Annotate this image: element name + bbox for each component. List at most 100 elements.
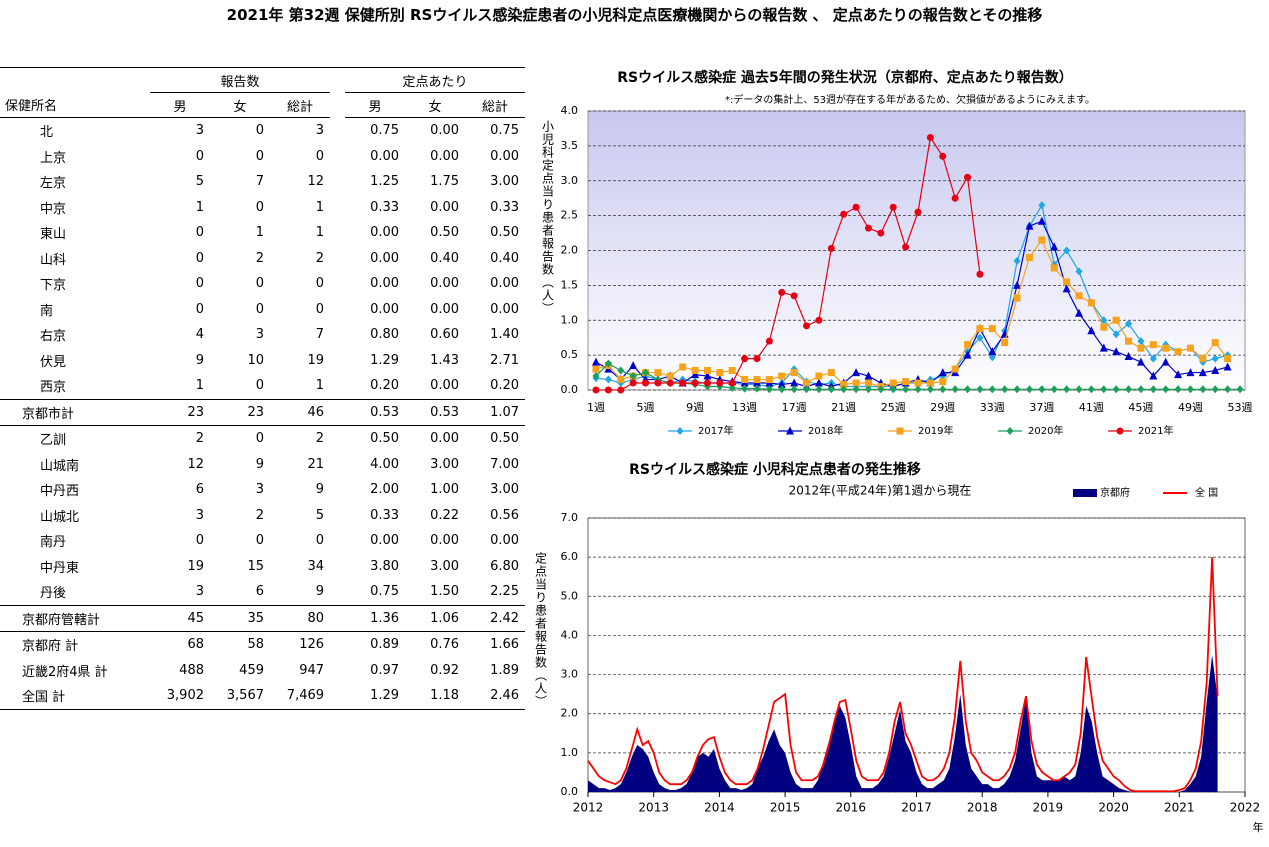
marker <box>1062 284 1071 293</box>
cell: 0.75 <box>490 123 520 139</box>
marker <box>803 379 811 387</box>
table-row: 中京 1 0 1 0.33 0.00 0.33 <box>0 195 525 221</box>
cell: 80 <box>270 604 331 632</box>
marker <box>914 385 922 394</box>
marker <box>803 385 811 394</box>
cell: 0.50 <box>490 431 520 447</box>
marker <box>1038 236 1046 244</box>
cell: 19 <box>187 558 204 574</box>
marker <box>864 379 872 387</box>
x-tick-label: 2013 <box>638 801 669 815</box>
cell: 0.00 <box>430 533 460 549</box>
cell: 0 <box>255 199 264 215</box>
row-name: 全国 計 <box>0 683 150 710</box>
cell: 68 <box>187 637 204 653</box>
marker <box>914 208 922 216</box>
table-row: 伏見 9 10 19 1.29 1.43 2.71 <box>0 348 525 374</box>
marker <box>753 384 761 393</box>
cell: 0.50 <box>490 225 520 241</box>
marker <box>1137 344 1145 352</box>
cell: 1.18 <box>405 683 466 710</box>
marker <box>691 370 700 379</box>
x-tick-label: 21週 <box>831 401 856 414</box>
cell: 0 <box>315 148 325 164</box>
marker <box>926 385 934 394</box>
marker <box>1075 292 1083 300</box>
cell: 9 <box>315 482 325 498</box>
legend-marker <box>676 427 684 435</box>
marker <box>1087 299 1095 307</box>
x-tick-label: 41週 <box>1079 401 1104 414</box>
cell: 0 <box>255 148 264 164</box>
cell: 5 <box>195 174 204 190</box>
marker <box>741 376 749 384</box>
report-table: 報告数 定点あたり 保健所名男女総計男女総計 北 3 0 3 0.75 0.00 0.75 上京… <box>0 67 526 710</box>
y-tick-label: 1.0 <box>561 313 579 326</box>
marker <box>963 350 972 359</box>
cell: 3,567 <box>210 683 270 710</box>
marker <box>753 355 761 363</box>
marker <box>1013 385 1021 394</box>
table-row: 山科 0 2 2 0.00 0.40 0.40 <box>0 246 525 272</box>
chart-title: RSウイルス感染症 過去5年間の発生状況（京都府、定点あたり報告数） <box>617 69 1072 86</box>
cell: 1.66 <box>490 637 520 653</box>
marker <box>741 355 749 363</box>
chart-title: RSウイルス感染症 小児科定点患者の発生推移 <box>629 461 921 478</box>
marker <box>976 333 984 342</box>
legend-marker <box>1116 427 1124 435</box>
marker <box>938 368 947 377</box>
row-name: 上京 <box>40 150 67 166</box>
x-tick-label: 5週 <box>637 401 655 414</box>
x-tick-label: 37週 <box>1029 401 1054 414</box>
marker <box>617 386 625 394</box>
y-axis-label: 小児科定点当り患者報告数（人） <box>541 120 555 315</box>
marker <box>926 134 934 142</box>
cell: 0 <box>195 250 204 266</box>
marker <box>728 379 736 387</box>
cell: 0.40 <box>490 250 520 266</box>
marker <box>1137 337 1145 346</box>
marker <box>1063 385 1071 394</box>
marker <box>1211 365 1220 374</box>
column-header: 男 <box>345 92 406 118</box>
marker <box>1174 385 1182 394</box>
marker <box>877 229 885 237</box>
legend-label: 2019年 <box>918 424 953 437</box>
cell: 0.00 <box>430 199 460 215</box>
marker <box>877 385 885 394</box>
cell: 0.00 <box>430 123 460 139</box>
cell: 2.42 <box>465 604 526 632</box>
cell: 1.75 <box>430 174 460 190</box>
marker <box>988 353 996 362</box>
marker <box>1224 385 1232 394</box>
marker <box>926 379 934 387</box>
legend-label: 2017年 <box>698 424 733 437</box>
table-row: 西京 1 0 1 0.20 0.00 0.20 <box>0 373 525 399</box>
marker <box>642 368 650 377</box>
marker <box>1013 280 1022 289</box>
spacer <box>330 604 346 632</box>
cell: 4 <box>195 327 204 343</box>
marker <box>852 368 861 377</box>
cell: 1 <box>315 225 325 241</box>
marker <box>1001 385 1009 394</box>
legend-label: 全 国 <box>1195 486 1218 499</box>
cell: 0.56 <box>490 507 520 523</box>
cell: 1 <box>315 378 325 394</box>
row-name: 南丹 <box>40 535 67 551</box>
x-tick-label: 2012 <box>573 801 604 815</box>
series-line <box>595 220 1228 388</box>
x-tick-label: 17週 <box>782 401 807 414</box>
marker <box>1087 326 1096 335</box>
marker <box>1211 354 1219 363</box>
cell: 6 <box>195 482 204 498</box>
cell: 7.00 <box>490 456 520 472</box>
row-name: 乙訓 <box>40 433 67 449</box>
marker <box>617 366 625 375</box>
cell: 2 <box>315 250 325 266</box>
cell: 1.89 <box>490 662 520 678</box>
cell: 0.97 <box>370 662 400 678</box>
marker <box>765 337 773 345</box>
cell: 0.00 <box>490 276 520 292</box>
cell: 1.07 <box>465 398 526 426</box>
